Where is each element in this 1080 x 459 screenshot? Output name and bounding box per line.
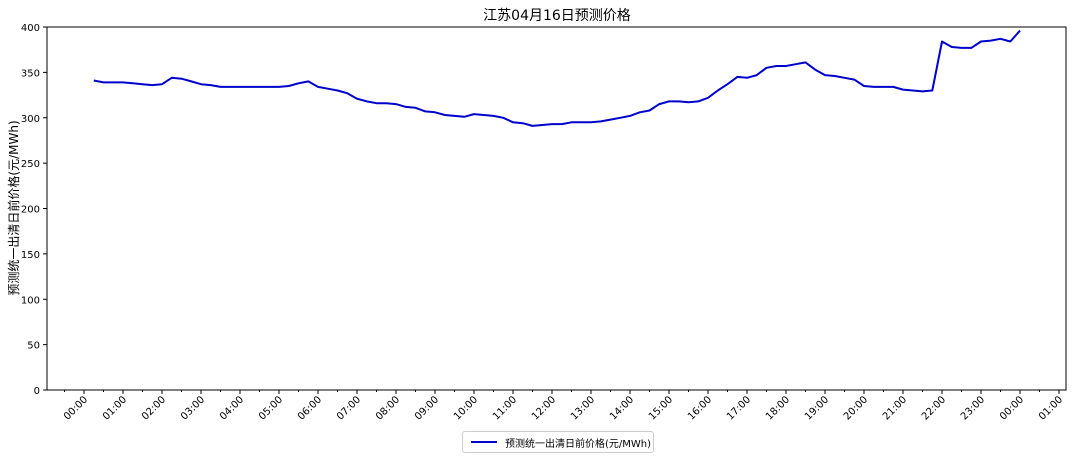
x-tick-label: 01:00 bbox=[1037, 394, 1065, 422]
y-tick-label: 50 bbox=[27, 341, 40, 352]
x-tick-label: 09:00 bbox=[413, 394, 441, 422]
x-tick-label: 00:00 bbox=[62, 394, 90, 422]
x-tick-label: 12:00 bbox=[530, 394, 558, 422]
y-tick-label: 250 bbox=[21, 159, 40, 170]
x-tick-label: 00:00 bbox=[998, 394, 1026, 422]
x-tick-label: 23:00 bbox=[959, 394, 987, 422]
x-tick-label: 05:00 bbox=[257, 394, 285, 422]
y-tick-label: 0 bbox=[34, 386, 40, 397]
x-tick-label: 04:00 bbox=[218, 394, 246, 422]
x-tick-label: 13:00 bbox=[569, 394, 597, 422]
x-tick-label: 10:00 bbox=[452, 394, 480, 422]
x-tick-label: 08:00 bbox=[374, 394, 402, 422]
y-tick-label: 150 bbox=[21, 250, 40, 261]
x-tick-label: 18:00 bbox=[764, 394, 792, 422]
x-tick-label: 02:00 bbox=[140, 394, 168, 422]
y-tick-label: 300 bbox=[21, 114, 40, 125]
x-tick-label: 16:00 bbox=[686, 394, 714, 422]
y-tick-label: 350 bbox=[21, 68, 40, 79]
x-tick-label: 03:00 bbox=[179, 394, 207, 422]
legend-line-swatch bbox=[471, 441, 497, 443]
chart-title: 江苏04月16日预测价格 bbox=[483, 8, 631, 24]
x-tick-label: 06:00 bbox=[296, 394, 324, 422]
x-tick-label: 11:00 bbox=[491, 394, 519, 422]
y-axis-label: 预测统一出清日前价格(元/MWh) bbox=[6, 120, 21, 295]
x-axis: 00:00 01:00 02:00 03:00 04:00 05:00 06:00 07:00… bbox=[62, 390, 1065, 423]
x-tick-label: 22:00 bbox=[920, 394, 948, 422]
legend-label: 预测统一出清日前价格(元/MWh) bbox=[505, 438, 652, 450]
y-tick-label: 200 bbox=[21, 205, 40, 216]
x-tick-label: 20:00 bbox=[842, 394, 870, 422]
plot-frame bbox=[46, 26, 1067, 391]
x-tick-label: 19:00 bbox=[803, 394, 831, 422]
y-axis: 0 50 100 150 200 250 300 350 400 bbox=[21, 23, 47, 397]
x-tick-label: 14:00 bbox=[608, 394, 636, 422]
x-tick-label: 21:00 bbox=[881, 394, 909, 422]
x-tick-label: 15:00 bbox=[647, 394, 675, 422]
price-line bbox=[93, 29, 1021, 127]
x-tick-label: 01:00 bbox=[101, 394, 129, 422]
x-tick-label: 07:00 bbox=[335, 394, 363, 422]
y-tick-label: 100 bbox=[21, 295, 40, 306]
legend: 预测统一出清日前价格(元/MWh) bbox=[462, 431, 654, 453]
y-tick-label: 400 bbox=[21, 23, 40, 34]
x-tick-label: 17:00 bbox=[725, 394, 753, 422]
